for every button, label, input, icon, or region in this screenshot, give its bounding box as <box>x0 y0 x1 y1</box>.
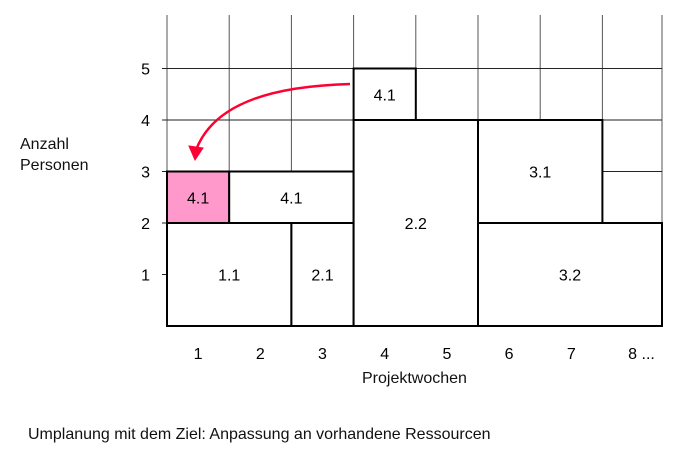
x-tick-label: 5 <box>442 346 451 363</box>
work-package-label: 3.1 <box>529 165 551 182</box>
x-tick-label: 3 <box>318 346 327 363</box>
x-tick-label: 8 ... <box>628 346 655 363</box>
y-tick-label: 3 <box>141 165 150 182</box>
work-package-block <box>352 67 417 121</box>
work-package-label: 4.1 <box>374 87 396 104</box>
y-tick-label: 5 <box>141 62 150 79</box>
x-tick-label: 7 <box>567 346 576 363</box>
x-tick-label: 6 <box>505 346 514 363</box>
work-package-block <box>228 170 355 224</box>
work-package-block <box>477 222 663 327</box>
y-axis-label-line2: Personen <box>20 157 89 174</box>
work-package-label: 4.1 <box>280 190 302 207</box>
caption: Umplanung mit dem Ziel: Anpassung an vor… <box>28 426 491 443</box>
arrow-head-icon <box>188 145 204 162</box>
work-package-block <box>166 222 293 327</box>
y-tick-label: 1 <box>141 268 150 285</box>
y-tick-label: 4 <box>141 113 150 130</box>
x-tick-label: 4 <box>380 346 389 363</box>
work-package-block <box>352 119 480 327</box>
arrow-path <box>194 82 351 151</box>
work-package-label: 4.1 <box>187 190 209 207</box>
x-tick-label: 1 <box>194 346 203 363</box>
work-package-label: 2.2 <box>405 216 427 233</box>
y-axis-label-line1: Anzahl <box>20 136 69 153</box>
work-package-label: 3.2 <box>559 268 581 285</box>
y-tick-label: 2 <box>141 216 150 233</box>
x-tick-label: 2 <box>256 346 265 363</box>
work-package-block <box>166 170 231 224</box>
x-axis-label: Projektwochen <box>362 370 467 387</box>
work-package-label: 1.1 <box>218 268 240 285</box>
work-package-label: 2.1 <box>311 268 333 285</box>
y-axis-label: Anzahl Personen <box>20 134 89 176</box>
